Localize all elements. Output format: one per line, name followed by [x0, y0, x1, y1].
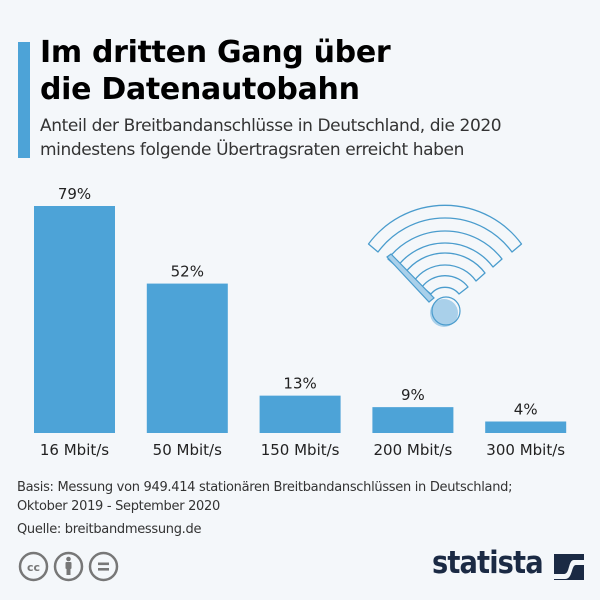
value-label: 4% — [514, 401, 538, 419]
bar-300-mbit-s — [485, 421, 567, 433]
category-label: 300 Mbit/s — [486, 441, 565, 459]
bar-chart: 79% 16 Mbit/s 52% 50 Mbit/s 13% 150 Mbit/s 9% 2… — [34, 185, 567, 459]
bar-50-mbit-s — [146, 283, 228, 433]
value-label: 9% — [401, 386, 425, 404]
subtitle-line-1: Anteil der Breitbandanschlüsse in Deutsc… — [40, 116, 502, 136]
value-label: 52% — [171, 263, 204, 281]
statista-logo-text: statista — [432, 545, 544, 581]
chart-notes: Basis: Messung von 949.414 stationären B… — [17, 478, 512, 539]
chart-title: Im dritten Gang über die Datenautobahn — [40, 34, 391, 108]
wifi-speedometer-icon — [367, 204, 523, 327]
bar-200-mbit-s — [372, 407, 454, 433]
cc-icon[interactable]: cc — [18, 551, 49, 582]
license-icons: cc — [18, 551, 119, 582]
statista-logo-mark-icon — [554, 554, 584, 580]
category-label: 200 Mbit/s — [374, 441, 453, 459]
bar-150-mbit-s — [259, 395, 341, 433]
title-line-2: die Datenautobahn — [40, 72, 360, 107]
title-accent-bar — [18, 42, 30, 158]
category-label: 50 Mbit/s — [153, 441, 222, 459]
chart-subtitle: Anteil der Breitbandanschlüsse in Deutsc… — [40, 114, 502, 162]
category-label: 150 Mbit/s — [261, 441, 340, 459]
statista-logo[interactable]: statista — [432, 545, 584, 581]
bar-16-mbit-s — [34, 206, 115, 433]
title-line-1: Im dritten Gang über — [40, 35, 391, 70]
value-label: 13% — [283, 375, 316, 393]
category-label: 16 Mbit/s — [40, 441, 109, 459]
svg-text:cc: cc — [27, 561, 40, 574]
no-derivatives-icon[interactable] — [88, 551, 119, 582]
subtitle-line-2: mindestens folgende Übertragsraten errei… — [40, 140, 464, 160]
basis-note-line-1: Basis: Messung von 949.414 stationären B… — [17, 480, 513, 495]
source-note: Quelle: breitbandmessung.de — [17, 522, 202, 537]
value-label: 79% — [58, 185, 91, 203]
basis-note-line-2: Oktober 2019 - September 2020 — [17, 499, 220, 514]
attribution-icon[interactable] — [53, 551, 84, 582]
